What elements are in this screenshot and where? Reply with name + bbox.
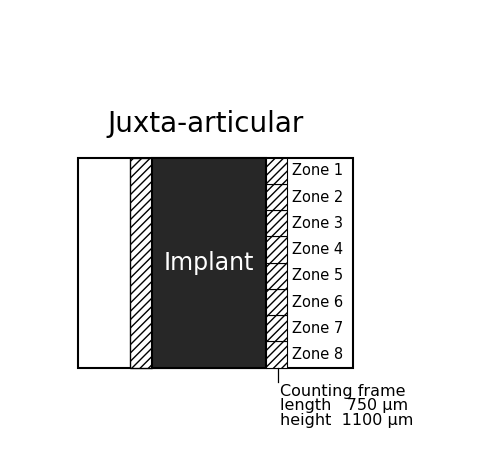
Bar [266,210,287,236]
Text: height  1100 μm: height 1100 μm [280,413,413,428]
Bar [78,158,353,368]
Text: Counting frame: Counting frame [280,384,405,399]
Text: Zone 6: Zone 6 [292,295,343,310]
Text: Juxta-articular: Juxta-articular [108,110,304,138]
Bar [266,236,287,263]
Text: Zone 7: Zone 7 [292,321,343,336]
Text: Zone 1: Zone 1 [292,164,343,178]
Text: Zone 2: Zone 2 [292,189,343,204]
Bar [266,263,287,289]
Bar [266,289,287,315]
Text: Implant: Implant [164,251,254,274]
Bar [266,158,287,184]
Text: Zone 4: Zone 4 [292,242,343,257]
Bar [266,315,287,341]
Bar [266,184,287,210]
Text: Zone 3: Zone 3 [292,216,343,231]
Bar [266,341,287,368]
Text: Zone 5: Zone 5 [292,268,343,283]
Bar [130,158,152,368]
Bar [152,158,266,368]
Text: length   750 μm: length 750 μm [280,399,407,414]
Text: Zone 8: Zone 8 [292,347,343,362]
